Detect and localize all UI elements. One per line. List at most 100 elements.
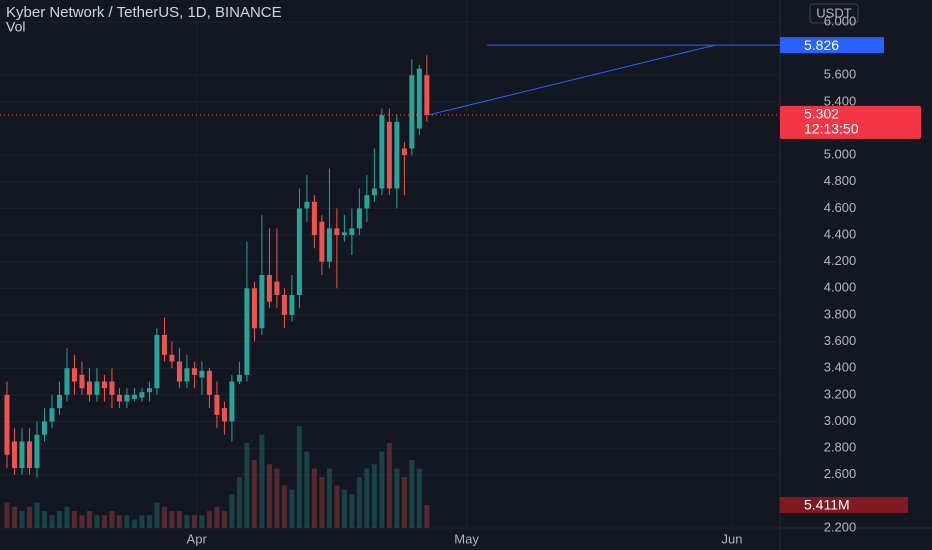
volume-bar <box>304 451 310 528</box>
candle-body <box>349 228 355 236</box>
volume-bar <box>131 519 137 528</box>
volume-bar <box>176 511 182 528</box>
projection-line <box>428 44 716 116</box>
volume-bar <box>379 451 385 528</box>
candle-body <box>206 370 212 395</box>
candle-body <box>154 334 160 389</box>
candle-body <box>424 75 430 115</box>
y-tick-label: 3.800 <box>824 306 857 321</box>
y-tick-label: 5.000 <box>824 147 857 162</box>
candle-body <box>221 408 227 422</box>
candle-body <box>386 121 392 189</box>
volume-bar <box>244 443 250 528</box>
candle-body <box>146 388 152 393</box>
volume-bar <box>94 515 100 528</box>
candle-body <box>124 394 130 402</box>
y-tick-label: 4.800 <box>824 173 857 188</box>
volume-bar <box>124 515 130 528</box>
candle-body <box>26 441 32 469</box>
volume-bar <box>191 515 197 528</box>
candle-body <box>401 148 407 156</box>
candle-body <box>86 381 92 395</box>
volume-bar <box>334 485 340 528</box>
currency[interactable]: USDT <box>816 5 851 20</box>
volume-bar <box>101 515 107 528</box>
candle-body <box>326 228 332 262</box>
volume-bar <box>326 468 332 528</box>
volume-bar <box>289 489 295 528</box>
target-label: 5.826 <box>804 37 839 53</box>
volume-bar <box>206 511 212 528</box>
volume-bar <box>296 426 302 528</box>
volume-bar <box>116 515 122 528</box>
candle-body <box>34 434 40 469</box>
y-tick-label: 3.000 <box>824 413 857 428</box>
volume-bar <box>266 464 272 528</box>
x-tick-label: May <box>454 531 479 546</box>
y-tick-label: 2.200 <box>824 519 857 534</box>
target-label-box <box>780 37 884 54</box>
x-tick-label: Jun <box>722 531 743 546</box>
candle-body <box>176 361 182 382</box>
candle-body <box>116 394 122 402</box>
candle-body <box>19 441 25 469</box>
candle-body <box>101 381 107 389</box>
volume-bar <box>371 464 377 528</box>
chart-title: Kyber Network / TetherUS, 1D, BINANCE <box>6 4 282 21</box>
y-tick-label: 2.600 <box>824 466 857 481</box>
candle-body <box>56 394 62 409</box>
volume-label-box <box>780 497 908 514</box>
volume-bar <box>146 515 152 528</box>
x-tick-label: Apr <box>187 531 208 546</box>
candle-body <box>64 368 70 395</box>
volume-bar <box>199 515 205 528</box>
volume-bar <box>214 506 220 528</box>
candle-body <box>409 75 415 149</box>
volume-bar <box>49 515 55 528</box>
candle-body <box>41 421 47 435</box>
y-tick-label: 6.000 <box>824 13 857 28</box>
volume-bar <box>154 502 160 528</box>
countdown: 12:13:50 <box>804 121 859 137</box>
volume-bar <box>319 477 325 528</box>
volume-bar <box>4 502 10 528</box>
candle-body <box>71 368 77 382</box>
candle-body <box>379 115 385 189</box>
candle-body <box>319 221 325 262</box>
volume-bar <box>401 477 407 528</box>
y-tick-label: 4.200 <box>824 253 857 268</box>
candle-body <box>304 201 310 209</box>
volume-bar <box>184 515 190 528</box>
volume-label: Vol <box>6 19 25 35</box>
candle-body <box>169 354 175 362</box>
volume-bar <box>26 506 32 528</box>
volume-bar <box>161 506 167 528</box>
volume-bar <box>281 485 287 528</box>
y-tick-label: 2.800 <box>824 440 857 455</box>
volume-bar <box>341 489 347 528</box>
candle-body <box>289 294 295 315</box>
y-tick-label: 3.200 <box>824 386 857 401</box>
candle-body <box>79 374 85 389</box>
currency-box[interactable] <box>809 3 859 24</box>
volume-bar <box>221 511 227 528</box>
volume-bar <box>169 511 175 528</box>
volume-bar <box>259 434 265 528</box>
volume-bar <box>56 511 62 528</box>
volume-bar <box>251 460 257 528</box>
candle-body <box>281 294 287 315</box>
volume-bar <box>386 443 392 528</box>
candle-body <box>4 394 10 455</box>
candle-body <box>11 441 17 469</box>
candle-body <box>341 232 347 236</box>
candle-body <box>371 188 377 196</box>
candle-body <box>311 201 317 236</box>
volume-bar <box>236 477 242 528</box>
candle-body <box>394 121 400 189</box>
candle-body <box>356 208 362 229</box>
volume-bar <box>311 468 317 528</box>
volume-bar <box>139 515 145 528</box>
